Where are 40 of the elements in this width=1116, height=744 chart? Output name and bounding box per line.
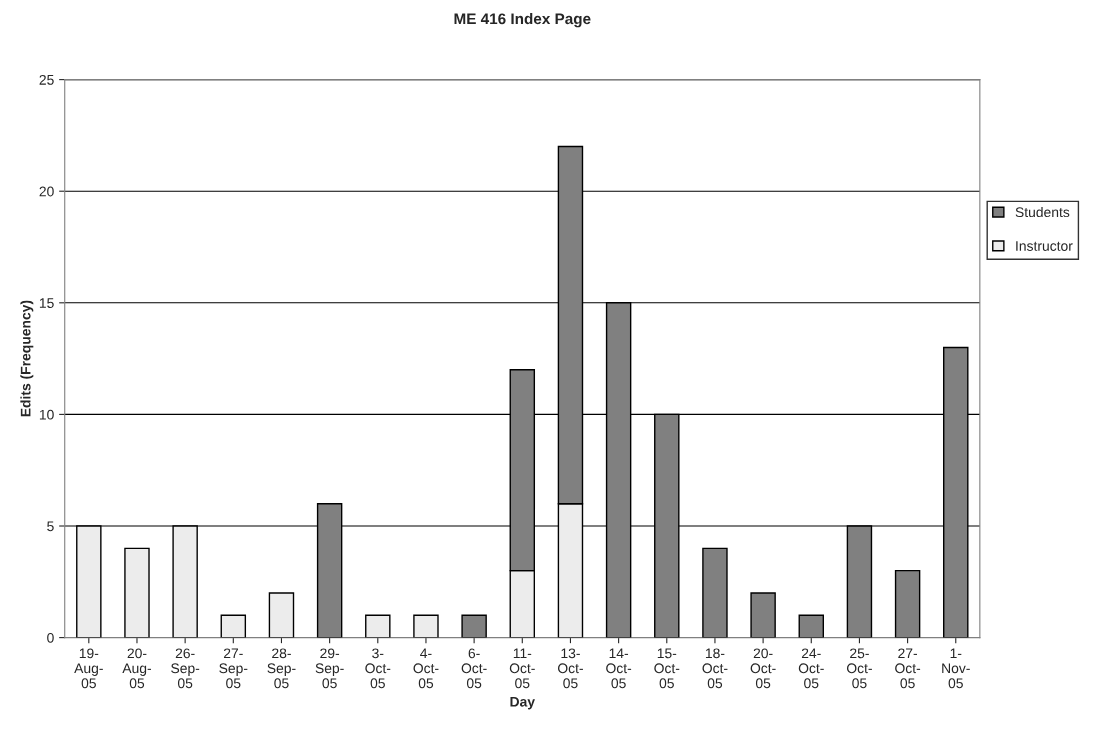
bar (702, 547, 728, 638)
x-tick-label: 6-Oct-05 (461, 648, 487, 689)
x-tick-label: 15-Oct-05 (654, 648, 680, 689)
bar (268, 592, 295, 638)
x-tick-label: 20-Aug-05 (122, 648, 152, 689)
x-tick-label: 20-Oct-05 (750, 648, 776, 689)
legend-label: Students (1015, 206, 1070, 218)
chart-title: ME 416 Index Page (454, 12, 591, 28)
x-tick-label: 14-Oct-05 (606, 648, 632, 689)
x-tick-label: 27-Oct-05 (895, 648, 921, 689)
y-tick-label: 10 (39, 409, 54, 420)
bar (461, 614, 487, 638)
y-tick-label: 5 (47, 521, 54, 532)
bar (124, 547, 150, 638)
x-axis-title: Day (510, 696, 535, 710)
x-tick-label: 24-Oct-05 (798, 648, 824, 689)
y-tick-label: 15 (39, 298, 54, 308)
y-tick-label: 20 (39, 186, 54, 197)
x-tick-label: 18-Oct-05 (702, 648, 728, 689)
y-axis-title: Edits (Frequency) (20, 300, 34, 417)
bar (365, 614, 391, 638)
y-tick-label: 25 (39, 74, 54, 85)
bar (894, 569, 921, 638)
legend-label: Instructor (1016, 241, 1073, 251)
x-tick-label: 13-Oct-05 (557, 648, 583, 689)
x-tick-label: 3-Oct-05 (365, 648, 391, 689)
x-tick-label: 27-Sep-05 (219, 648, 248, 689)
x-tick-label: 26-Sep-05 (171, 648, 200, 689)
x-tick-label: 4-Oct-05 (413, 648, 439, 689)
bar (750, 592, 776, 638)
x-tick-label: 1-Nov-05 (942, 648, 970, 689)
x-tick-label: 19-Aug-05 (74, 648, 103, 689)
y-tick-label: 0 (47, 632, 54, 643)
x-tick-label: 11-Oct-05 (509, 648, 535, 689)
x-tick-label: 29-Sep-05 (315, 648, 344, 689)
x-tick-label: 25-Oct-05 (846, 648, 872, 689)
bar (798, 614, 825, 638)
bar (220, 614, 247, 638)
x-tick-label: 28-Sep-05 (267, 648, 296, 689)
bar (413, 614, 439, 638)
